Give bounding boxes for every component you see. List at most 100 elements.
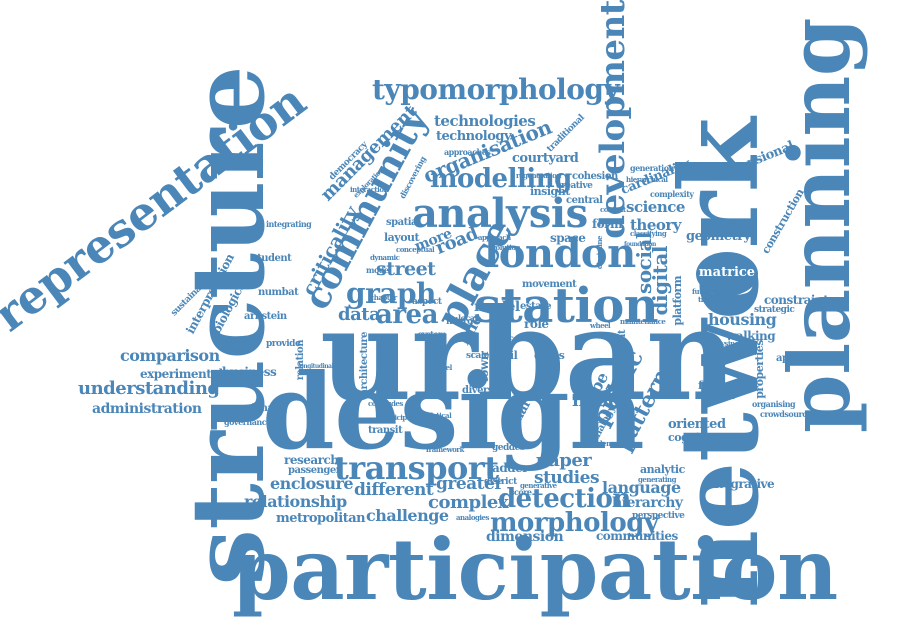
word-context: context: [600, 205, 626, 214]
word-analysis: analysis: [412, 190, 588, 237]
word-classification: classification: [385, 340, 395, 393]
word-passenger: passenger: [288, 465, 341, 476]
word-different: different: [354, 480, 434, 500]
word-role: role: [524, 317, 549, 331]
word-cohesion: cohesion: [572, 171, 618, 182]
word-analytic: analytic: [640, 463, 685, 476]
word-theory: theory: [630, 216, 682, 234]
word-station: station: [474, 278, 659, 334]
word-technology: technology: [436, 129, 512, 144]
word-complex: complex: [428, 492, 509, 513]
word-dynamic: dynamic: [370, 253, 400, 262]
word-spatial: spatial: [386, 217, 421, 228]
word-platform: platform: [671, 276, 684, 326]
word-area: area: [376, 300, 438, 330]
word-space: space: [550, 231, 586, 245]
word-discipline: discipline: [595, 236, 604, 270]
word-greater: greater: [436, 474, 503, 494]
word-complexity: complexity: [650, 189, 694, 199]
word-integrating: integrating: [266, 219, 312, 229]
word-mode: mode: [366, 265, 389, 275]
word-language: language: [602, 478, 681, 497]
word-london: london: [484, 230, 636, 277]
word-diverse: diverse: [462, 385, 499, 396]
word-science: science: [626, 198, 685, 216]
word-comparison: comparison: [120, 346, 220, 365]
word-strategic: strategic: [754, 305, 795, 315]
word-geometry: geometry: [686, 229, 751, 244]
word-properties: properties: [753, 340, 766, 399]
matrice-badge: matrice: [696, 252, 758, 296]
word-organising: organising: [752, 399, 796, 409]
word-micro: micro: [446, 317, 473, 327]
word-district: district: [484, 477, 517, 487]
word-graph: graph: [346, 277, 436, 310]
word-chapter: chapter: [370, 293, 397, 302]
word-estate: estate: [520, 301, 552, 312]
word-model: model: [474, 299, 520, 315]
word-integrative: integrative: [706, 477, 775, 491]
word-challenge: challenge: [366, 506, 449, 525]
word-approaches: approaches: [444, 147, 491, 157]
word-metropolitan: metropolitan: [276, 511, 366, 526]
word-design: design: [262, 350, 645, 473]
word-approach: approach: [478, 233, 511, 242]
matrice-label: matrice: [698, 265, 756, 280]
word-application: application: [776, 353, 834, 364]
word-generation: generation: [630, 163, 674, 173]
word-score: score: [510, 487, 532, 497]
word-node: node: [572, 390, 620, 411]
word-enclosure: enclosure: [270, 474, 354, 493]
word-typomorphology: typomorphology: [372, 73, 620, 106]
word-planning: planning: [770, 18, 869, 433]
word-classifying: classifying: [630, 229, 667, 238]
word-interaction: interaction: [350, 185, 389, 194]
word-morphology: morphology: [490, 508, 659, 538]
word-governance: governance: [224, 417, 271, 427]
word-business: business: [222, 365, 277, 379]
word-administration: administration: [92, 401, 202, 417]
word-crowdsourcing: crowdsourcing: [760, 409, 820, 419]
word-oriented: oriented: [668, 417, 726, 432]
word-technologies: technologies: [434, 112, 536, 130]
word-creative: creative: [556, 181, 593, 191]
word-generative: generative: [520, 481, 557, 490]
word-arnstein: arnstein: [244, 311, 287, 322]
word-movement: movement: [522, 279, 577, 290]
word-numbat: numbat: [258, 287, 299, 298]
word-participative: participative: [380, 413, 424, 422]
word-modelling: modelling: [430, 164, 572, 194]
word-evolution: evolution: [488, 243, 521, 252]
word-element: element: [596, 439, 625, 448]
word-aspect: aspect: [412, 297, 442, 307]
word-environment: environment: [617, 330, 628, 396]
word-participation: participation: [232, 520, 838, 619]
word-regional: regional: [234, 403, 277, 414]
word-walking: walking: [726, 329, 776, 343]
word-future: future: [692, 287, 714, 296]
word-ladder: ladder: [488, 461, 529, 475]
word-understanding: understanding: [78, 378, 220, 399]
word-analysing: analysing: [706, 339, 739, 348]
word-framework: framework: [426, 445, 464, 454]
word-hierarchy: hierarchy: [612, 495, 683, 511]
word-cities: cities: [534, 349, 565, 362]
word-perspective: perspective: [632, 511, 685, 521]
word-courtyard: courtyard: [512, 151, 579, 166]
word-cognitive: cognitive: [668, 431, 721, 444]
word-constraint: constraint: [764, 293, 829, 307]
word-student: student: [252, 253, 292, 264]
word-rail: rail: [498, 349, 518, 362]
word-level: level: [436, 363, 452, 372]
word-system: system: [418, 329, 446, 339]
word-regeneration: regeneration: [516, 171, 561, 180]
word-paper: paper: [536, 450, 592, 471]
word-hierarchical: hierarchical: [626, 175, 668, 184]
word-form: form: [592, 217, 623, 231]
word-analogies: analogies: [456, 513, 489, 522]
word-provide: provide: [266, 339, 301, 349]
word-transport: transport: [334, 449, 499, 487]
word-experimental: experimental: [140, 367, 223, 381]
word-potential: potential: [222, 337, 259, 347]
